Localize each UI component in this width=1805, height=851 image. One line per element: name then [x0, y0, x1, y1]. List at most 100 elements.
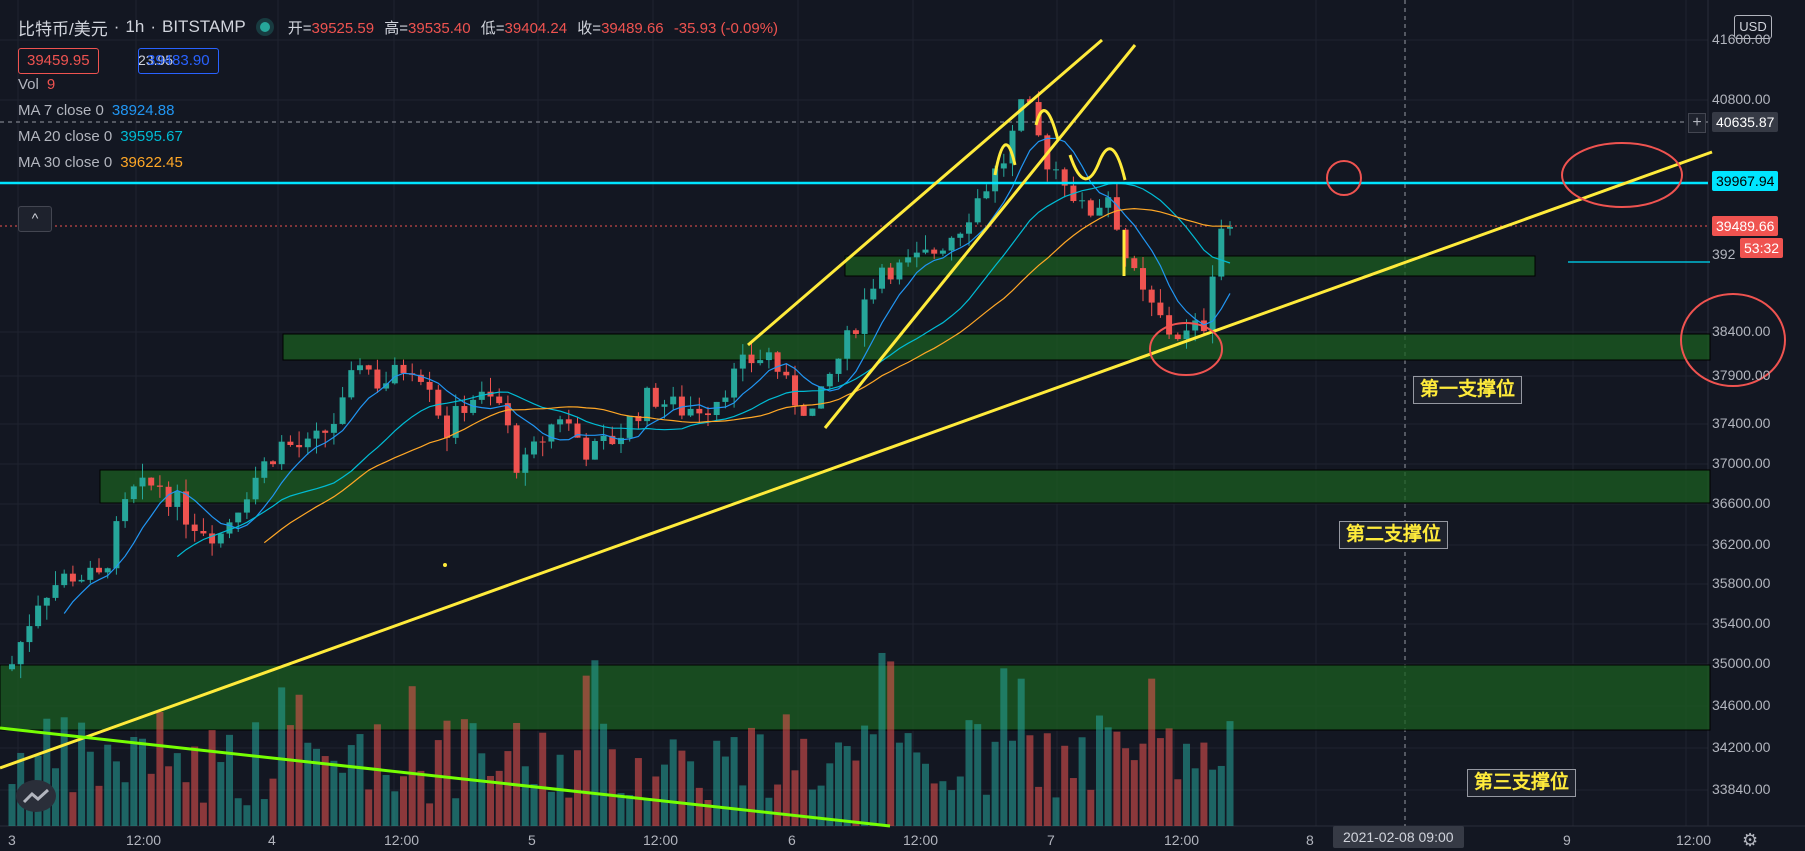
volume-bar [147, 773, 155, 826]
volume-bar [495, 770, 503, 826]
volume-bar [582, 675, 590, 826]
volume-bar [330, 760, 338, 826]
candle-body [548, 424, 555, 442]
volume-bar [269, 778, 277, 826]
candle-body [243, 499, 250, 513]
ma20-indicator[interactable]: MA 20 close 0 39595.67 [18, 128, 183, 145]
candle-body [652, 387, 659, 407]
candle-body [1018, 99, 1025, 131]
collapse-legend-button[interactable]: ^ [18, 206, 52, 232]
volume-bar [669, 739, 677, 826]
candle-body [531, 441, 537, 455]
candle-body [35, 605, 42, 627]
last-price-tag: 39489.66 [1712, 216, 1779, 236]
annotation-circle [1680, 293, 1786, 387]
candle-body [739, 354, 746, 369]
price-axis-label: 37400.00 [1712, 415, 1771, 431]
candle-body [992, 168, 999, 192]
currency-button[interactable]: USD [1734, 15, 1772, 39]
price-axis-label: 34600.00 [1712, 697, 1771, 713]
volume-bar [626, 795, 634, 826]
sell-price-button[interactable]: 39459.95 [18, 48, 99, 74]
volume-bar [1043, 733, 1051, 826]
candle-body [426, 381, 433, 390]
candle-body [287, 441, 294, 446]
volume-bar [1156, 738, 1164, 826]
ma7-line [63, 137, 1231, 614]
market-status-icon [259, 22, 270, 32]
change-value: -35.93 (-0.09%) [673, 19, 779, 37]
support-label-1[interactable]: 第一支撑位 [1413, 376, 1523, 404]
candle-body [783, 371, 790, 376]
volume-bar [974, 724, 982, 826]
candle-body [931, 249, 938, 254]
candle-body [922, 249, 929, 253]
ma20-line [176, 182, 1231, 558]
candle-body [96, 567, 102, 573]
uptrend-support-line [0, 150, 1713, 770]
volume-bar [139, 738, 146, 826]
candle-body [209, 533, 216, 544]
add-alert-icon[interactable]: + [1688, 113, 1706, 133]
volume-bar [939, 781, 947, 826]
symbol-name[interactable]: 比特币/美元 [18, 19, 108, 39]
volume-bar [930, 783, 938, 826]
channel-upper-line [747, 38, 1103, 347]
volume-bar [774, 784, 782, 826]
volume-bar [643, 798, 651, 826]
volume-bar [426, 803, 434, 826]
volume-bar [452, 798, 460, 826]
volume-bar [678, 750, 686, 826]
candle-body [122, 499, 129, 522]
volume-bar [373, 724, 381, 826]
volume-bar [156, 711, 164, 826]
volume-bar [434, 740, 442, 826]
ma7-indicator[interactable]: MA 7 close 0 38924.88 [18, 102, 175, 119]
volume-bar [956, 776, 964, 826]
support-label-2[interactable]: 第二支撑位 [1339, 521, 1449, 549]
candle-body [69, 573, 76, 582]
tradingview-logo-icon[interactable] [16, 780, 56, 812]
volume-bar [417, 770, 425, 826]
annotation-circle [1149, 322, 1223, 376]
price-axis-label: 36600.00 [1712, 495, 1771, 511]
candle-body [600, 435, 607, 442]
ma30-indicator[interactable]: MA 30 close 0 39622.45 [18, 154, 183, 171]
volume-bar [739, 785, 747, 826]
candle-body [461, 406, 468, 413]
candle-body [1061, 169, 1068, 186]
candle-body [496, 396, 503, 404]
candle-body [130, 486, 137, 500]
candle-body [1105, 197, 1112, 208]
volume-bar [8, 784, 16, 826]
time-axis-label: 9 [1563, 832, 1571, 848]
volume-bar [826, 763, 834, 826]
volume-bar [782, 714, 790, 826]
volume-bar [1104, 727, 1112, 826]
candle-body [722, 397, 729, 402]
candle-body [835, 358, 842, 374]
candle-body [792, 375, 798, 406]
volume-bar [1139, 743, 1147, 826]
candle-body [565, 419, 572, 424]
volume-bar [861, 725, 869, 826]
volume-bar [904, 733, 912, 826]
candle-body [174, 491, 181, 507]
candle-body [52, 585, 59, 598]
volume-bar [843, 746, 851, 826]
price-axis-label: 40800.00 [1712, 91, 1771, 107]
volume-bar [260, 799, 268, 826]
gear-icon[interactable]: ⚙ [1742, 830, 1759, 850]
interval-label[interactable]: 1h [125, 17, 145, 36]
support-label-3[interactable]: 第三支撑位 [1467, 769, 1577, 797]
buy-price-button[interactable]: 39483.90 [138, 48, 219, 74]
volume-bar [547, 791, 555, 826]
volume-bar [800, 738, 808, 826]
volume-indicator[interactable]: Vol 9 [18, 76, 56, 93]
candle-body [618, 437, 624, 445]
volume-bar [460, 719, 468, 826]
candle-body [879, 267, 885, 289]
candle-body [583, 437, 590, 460]
candle-body [800, 405, 807, 416]
